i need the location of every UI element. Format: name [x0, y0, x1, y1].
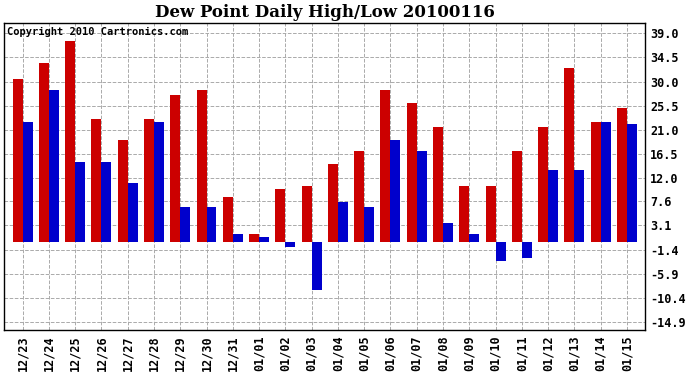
Bar [574, 170, 584, 242]
Bar [591, 122, 601, 242]
Bar [144, 119, 154, 242]
Bar [406, 103, 417, 242]
Bar [460, 186, 469, 242]
Bar [128, 183, 138, 242]
Bar [627, 124, 637, 242]
Bar [49, 90, 59, 242]
Bar [522, 242, 532, 258]
Bar [286, 242, 295, 248]
Bar [495, 242, 506, 261]
Bar [206, 207, 217, 242]
Bar [91, 119, 101, 242]
Bar [39, 63, 49, 242]
Bar [170, 95, 180, 242]
Bar [118, 140, 128, 242]
Bar [391, 140, 400, 242]
Bar [338, 202, 348, 242]
Bar [443, 224, 453, 242]
Bar [75, 162, 85, 242]
Title: Dew Point Daily High/Low 20100116: Dew Point Daily High/Low 20100116 [155, 4, 495, 21]
Bar [328, 165, 338, 242]
Bar [312, 242, 322, 290]
Bar [564, 68, 574, 242]
Bar [180, 207, 190, 242]
Bar [469, 234, 480, 242]
Bar [249, 234, 259, 242]
Bar [233, 234, 243, 242]
Bar [417, 151, 426, 242]
Bar [380, 90, 391, 242]
Bar [259, 237, 269, 242]
Bar [548, 170, 558, 242]
Bar [101, 162, 111, 242]
Text: Copyright 2010 Cartronics.com: Copyright 2010 Cartronics.com [8, 27, 188, 38]
Bar [364, 207, 374, 242]
Bar [275, 189, 286, 242]
Bar [538, 127, 548, 242]
Bar [433, 127, 443, 242]
Bar [354, 151, 364, 242]
Bar [23, 122, 32, 242]
Bar [154, 122, 164, 242]
Bar [65, 42, 75, 242]
Bar [486, 186, 495, 242]
Bar [512, 151, 522, 242]
Bar [617, 108, 627, 242]
Bar [601, 122, 611, 242]
Bar [12, 79, 23, 242]
Bar [302, 186, 312, 242]
Bar [223, 196, 233, 242]
Bar [197, 90, 206, 242]
